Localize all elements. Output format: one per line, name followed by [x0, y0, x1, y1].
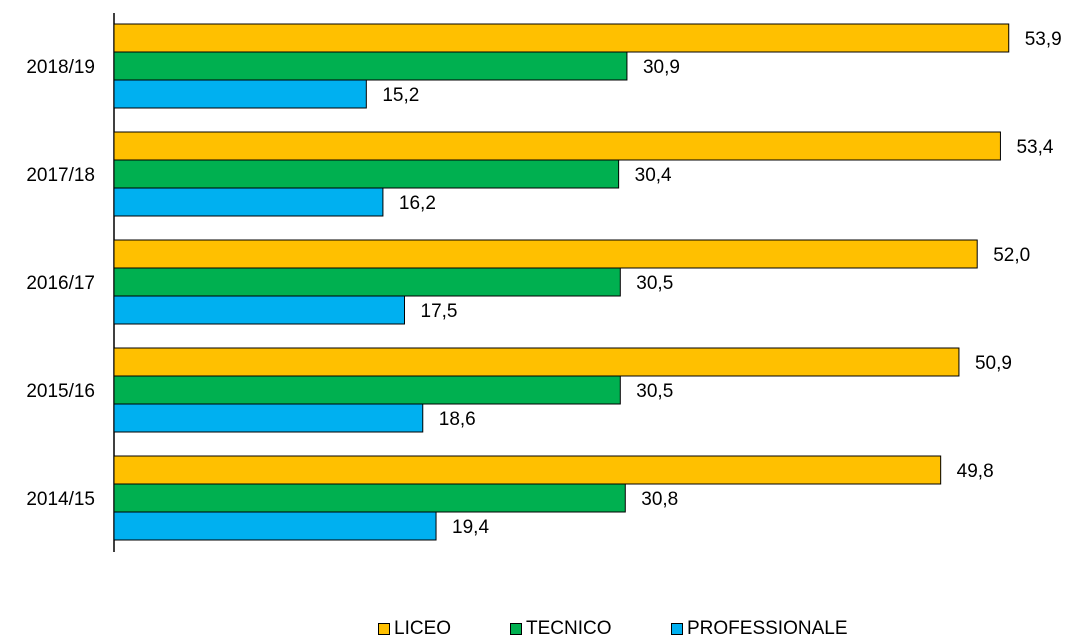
value-label-tecnico-2017-18: 30,4 [635, 165, 672, 186]
category-label-2016-17: 2016/17 [26, 273, 95, 294]
bar-tecnico-2017-18 [113, 159, 620, 189]
bar-liceo-2017-18 [113, 131, 1001, 161]
legend-item-liceo: LICEO [378, 618, 451, 640]
value-label-tecnico-2018-19: 30,9 [643, 57, 680, 78]
category-label-2018-19: 2018/19 [26, 57, 95, 78]
value-label-professionale-2016-17: 17,5 [421, 301, 458, 322]
legend-swatch-professionale [671, 623, 683, 635]
labels-layer: 2018/19 53,9 30,9 15,2 2017/18 53,4 30,4 16,2 20… [26, 29, 1061, 538]
bar-professionale-2015-16 [113, 403, 424, 433]
category-label-2014-15: 2014/15 [26, 489, 95, 510]
value-label-liceo-2017-18: 53,4 [1016, 137, 1053, 158]
value-label-professionale-2017-18: 16,2 [399, 193, 436, 214]
value-label-liceo-2016-17: 52,0 [993, 245, 1030, 266]
value-label-liceo-2015-16: 50,9 [975, 353, 1012, 374]
value-label-tecnico-2016-17: 30,5 [636, 273, 673, 294]
legend-item-professionale: PROFESSIONALE [671, 618, 848, 640]
bars-layer [113, 23, 1010, 541]
value-label-professionale-2015-16: 18,6 [439, 409, 476, 430]
legend-item-tecnico: TECNICO [510, 618, 612, 640]
bar-chart: 2018/19 53,9 30,9 15,2 2017/18 53,4 30,4 16,2 20… [26, 13, 1062, 552]
bar-liceo-2014-15 [113, 455, 942, 485]
value-label-tecnico-2014-15: 30,8 [641, 489, 678, 510]
category-label-2017-18: 2017/18 [26, 165, 95, 186]
bar-tecnico-2015-16 [113, 375, 621, 405]
value-label-liceo-2018-19: 53,9 [1025, 29, 1062, 50]
value-label-professionale-2014-15: 19,4 [452, 517, 489, 538]
bar-tecnico-2014-15 [113, 483, 626, 513]
legend: LICEO TECNICO PROFESSIONALE [0, 618, 1078, 643]
bar-professionale-2016-17 [113, 295, 405, 325]
bar-professionale-2017-18 [113, 187, 384, 217]
legend-swatch-liceo [378, 623, 390, 635]
value-label-liceo-2014-15: 49,8 [957, 461, 994, 482]
legend-label-tecnico: TECNICO [526, 618, 612, 639]
bar-professionale-2018-19 [113, 79, 367, 109]
category-label-2015-16: 2015/16 [26, 381, 95, 402]
value-label-tecnico-2015-16: 30,5 [636, 381, 673, 402]
bar-liceo-2016-17 [113, 239, 978, 269]
legend-label-professionale: PROFESSIONALE [687, 618, 848, 639]
legend-swatch-tecnico [510, 623, 522, 635]
value-label-professionale-2018-19: 15,2 [382, 85, 419, 106]
bar-liceo-2018-19 [113, 23, 1010, 53]
bar-tecnico-2016-17 [113, 267, 621, 297]
bar-professionale-2014-15 [113, 511, 437, 541]
bar-tecnico-2018-19 [113, 51, 628, 81]
legend-label-liceo: LICEO [394, 618, 452, 639]
bar-liceo-2015-16 [113, 347, 960, 377]
